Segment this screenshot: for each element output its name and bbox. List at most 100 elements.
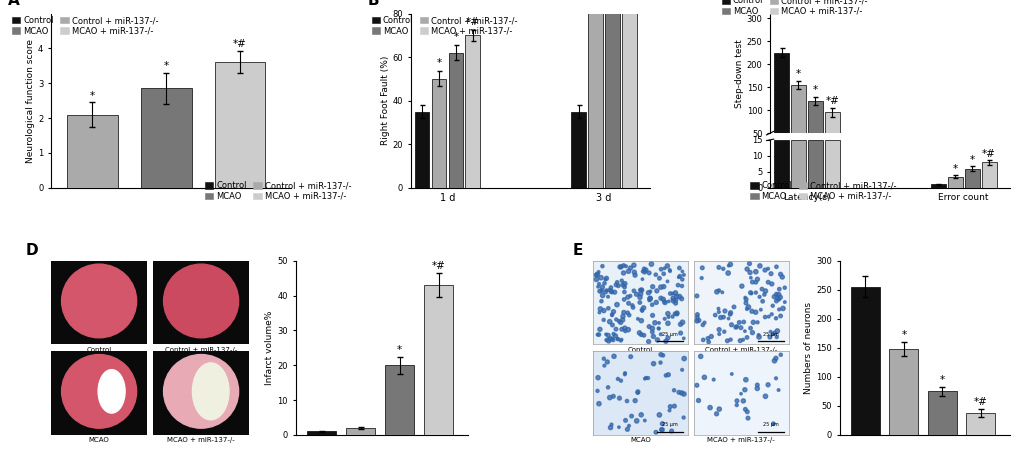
Point xyxy=(655,283,672,290)
Point xyxy=(609,375,626,382)
Point xyxy=(623,413,639,420)
Point xyxy=(700,338,716,346)
Point xyxy=(664,294,681,302)
Point xyxy=(748,381,764,389)
Point xyxy=(596,280,612,287)
Bar xyxy=(384,365,414,435)
Point xyxy=(607,316,624,323)
Point xyxy=(775,284,792,291)
Point xyxy=(688,292,704,299)
Point xyxy=(666,299,683,307)
Point xyxy=(654,296,671,303)
Point xyxy=(721,261,738,268)
Point xyxy=(771,312,788,319)
Point xyxy=(775,299,792,306)
Point xyxy=(622,292,638,299)
Point xyxy=(656,298,673,305)
Bar xyxy=(981,162,996,188)
Bar xyxy=(571,111,586,188)
Point xyxy=(671,265,687,272)
Y-axis label: Numbers of neurons: Numbers of neurons xyxy=(804,302,812,394)
Text: *#: *# xyxy=(981,149,996,159)
Point xyxy=(702,333,718,340)
Point xyxy=(708,288,725,295)
Point xyxy=(694,321,710,328)
Point xyxy=(733,283,749,290)
Point xyxy=(650,325,666,332)
Point xyxy=(652,294,668,302)
Bar xyxy=(966,413,995,435)
Point xyxy=(604,337,621,344)
Point xyxy=(751,262,767,270)
Bar xyxy=(424,285,452,435)
Point xyxy=(694,336,710,343)
Point xyxy=(674,366,690,373)
Bar xyxy=(824,140,839,188)
Point xyxy=(633,286,649,294)
Point xyxy=(667,297,684,304)
Point xyxy=(598,337,614,344)
Point xyxy=(654,352,671,359)
Point xyxy=(613,326,630,333)
Bar xyxy=(414,111,429,188)
Point xyxy=(603,312,620,319)
Point xyxy=(668,293,685,300)
Point xyxy=(674,318,690,326)
Text: 25 μm: 25 μm xyxy=(762,332,779,337)
Point xyxy=(764,330,781,337)
Point xyxy=(616,328,633,335)
Point xyxy=(716,308,733,315)
Point xyxy=(613,277,630,284)
Point xyxy=(612,263,629,270)
Point xyxy=(636,417,652,424)
Point xyxy=(661,290,678,297)
Point xyxy=(644,328,660,336)
Point xyxy=(626,269,642,276)
Point xyxy=(633,287,649,294)
Point xyxy=(620,268,636,275)
Point xyxy=(609,282,626,289)
Point xyxy=(615,289,632,296)
Point xyxy=(671,389,687,396)
Point xyxy=(622,265,638,272)
Point xyxy=(719,270,736,277)
Legend: Control, MCAO, Control + miR-137-/-, MCAO + miR-137-/-: Control, MCAO, Control + miR-137-/-, MCA… xyxy=(371,16,518,35)
Point xyxy=(599,305,615,312)
Point xyxy=(635,332,651,339)
Bar xyxy=(773,140,788,188)
Point xyxy=(742,274,758,281)
Point xyxy=(672,273,688,280)
Point xyxy=(656,265,673,272)
Bar xyxy=(947,177,962,188)
Point xyxy=(611,319,628,326)
Text: E: E xyxy=(572,243,582,258)
Point xyxy=(646,319,662,327)
Point xyxy=(631,294,647,301)
Point xyxy=(637,374,653,381)
Text: 25 μm: 25 μm xyxy=(661,422,678,427)
Point xyxy=(593,298,609,305)
Point xyxy=(763,280,780,288)
Bar xyxy=(807,140,822,188)
Bar xyxy=(448,53,463,188)
Point xyxy=(606,289,623,296)
X-axis label: Control: Control xyxy=(627,347,652,352)
Point xyxy=(591,309,607,316)
Point xyxy=(672,321,688,328)
Bar xyxy=(791,140,805,188)
Bar xyxy=(807,101,822,156)
Legend: Control, MCAO, Control + miR-137-/-, MCAO + miR-137-/-: Control, MCAO, Control + miR-137-/-, MCA… xyxy=(12,16,158,35)
Point xyxy=(615,296,632,303)
Text: *: * xyxy=(452,32,458,42)
Point xyxy=(637,266,653,274)
Point xyxy=(674,276,690,283)
Text: *: * xyxy=(952,164,957,174)
Ellipse shape xyxy=(163,355,238,428)
Point xyxy=(642,288,658,295)
Point xyxy=(710,326,727,333)
Point xyxy=(676,355,692,362)
Point xyxy=(764,302,781,309)
Point xyxy=(719,262,736,270)
Point xyxy=(660,298,677,305)
Point xyxy=(749,275,765,283)
